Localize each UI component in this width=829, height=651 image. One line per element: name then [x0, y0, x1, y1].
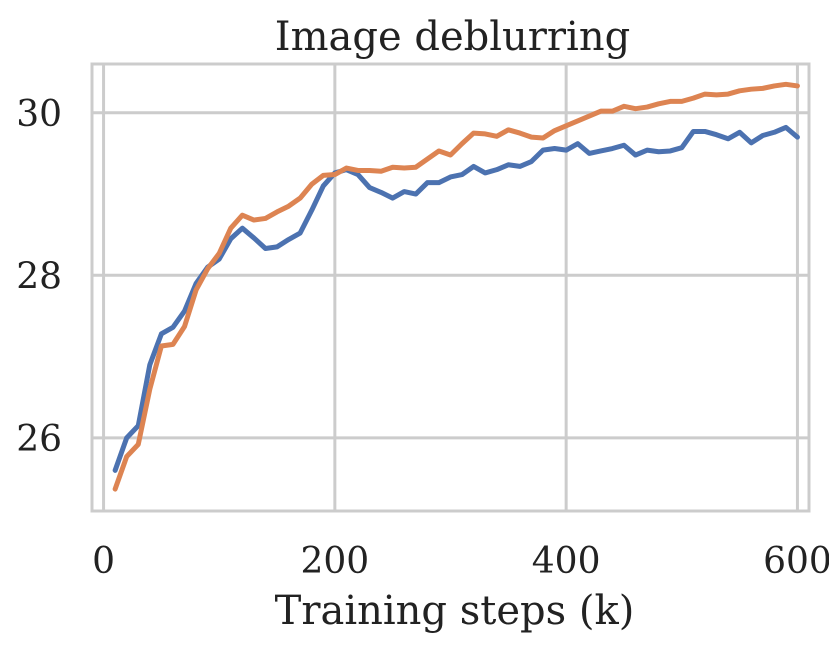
series-line-2: [112, 81, 800, 492]
x-axis-label: Training steps (k): [275, 588, 635, 634]
plot-frame: [90, 62, 811, 513]
chart-title: Image deblurring: [275, 14, 630, 60]
y-tick-labels: 26 28 30: [16, 94, 62, 460]
series-group: [112, 81, 800, 492]
x-tick-labels: 0 200 400 600: [92, 541, 829, 582]
x-tick-label: 200: [300, 541, 369, 582]
x-tick-label: 0: [92, 541, 115, 582]
x-tick-label: 600: [763, 541, 829, 582]
y-tick-label: 28: [16, 256, 62, 297]
x-tick-label: 400: [532, 541, 601, 582]
series-line-1: [112, 124, 800, 473]
y-tick-label: 26: [16, 419, 62, 460]
y-tick-label: 30: [16, 94, 62, 135]
